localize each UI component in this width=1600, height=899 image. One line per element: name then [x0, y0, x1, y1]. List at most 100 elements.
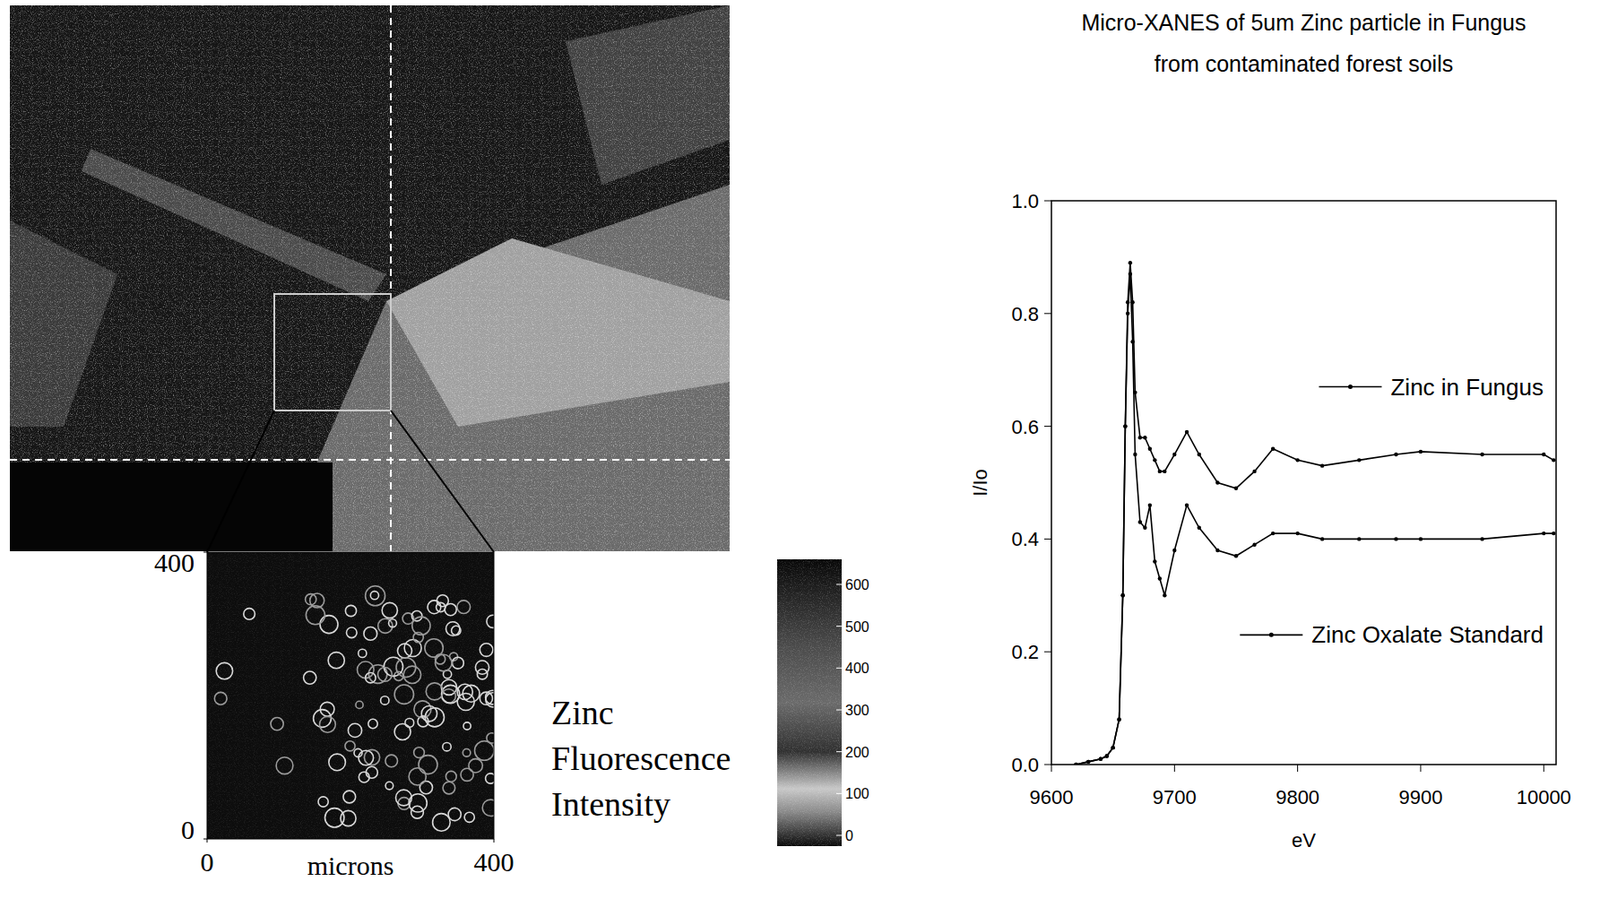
- x-axis-title: microns: [307, 850, 395, 881]
- y-tick-label: 0.4: [1011, 527, 1039, 551]
- y-tick: [1044, 200, 1052, 202]
- overview-ground: [9, 5, 730, 552]
- y-tick: [1044, 425, 1052, 427]
- series-point: [1295, 531, 1299, 536]
- series-point: [1120, 593, 1125, 597]
- series-point: [1215, 480, 1220, 485]
- colorbar-tick-label: 300: [845, 702, 870, 718]
- series-point: [1128, 260, 1133, 265]
- series-point: [1158, 469, 1162, 474]
- inset-ground: [207, 552, 494, 839]
- inset-image: [207, 552, 494, 839]
- x-tick: [1543, 764, 1545, 772]
- y-tick-label: 0.8: [1011, 302, 1039, 326]
- y-tick: [203, 552, 208, 554]
- chart-subtitle: from contaminated forest soils: [1154, 51, 1453, 77]
- title-line: Fluorescence: [551, 739, 731, 778]
- colorbar-tick: [836, 709, 842, 711]
- series-point: [1130, 339, 1134, 344]
- y-tick-label: 0.0: [1011, 753, 1039, 777]
- series-point: [1120, 593, 1125, 597]
- colorbar-title: Zinc Fluorescence Intensity: [551, 693, 731, 823]
- title-line: Zinc: [551, 693, 615, 732]
- colorbar-grain: [777, 559, 842, 847]
- series-point: [1252, 469, 1256, 474]
- colorbar-tick-label: 100: [845, 786, 870, 802]
- series-point: [1110, 745, 1115, 750]
- y-tick-label: 0.2: [1011, 640, 1039, 664]
- series-point: [1418, 449, 1423, 454]
- legend: Zinc in FungusZinc Oxalate Standard: [1239, 373, 1544, 649]
- colorbar-tick: [836, 584, 842, 586]
- y-tick: [203, 838, 208, 840]
- series-point: [1142, 526, 1147, 530]
- series-point: [1271, 531, 1275, 536]
- colorbar-tick: [836, 751, 842, 753]
- colorbar-tick-label: 500: [845, 619, 870, 635]
- series-point: [1105, 753, 1109, 758]
- title-line: Intensity: [551, 785, 671, 823]
- series-point: [1123, 423, 1127, 428]
- y-tick: [1044, 312, 1052, 314]
- legend-marker: [1348, 384, 1353, 390]
- x-tick: [493, 838, 495, 843]
- series-point: [1172, 452, 1177, 457]
- series-point: [1393, 452, 1398, 457]
- series-line: [1075, 262, 1554, 765]
- series-point: [1479, 452, 1484, 457]
- legend-label: Zinc Oxalate Standard: [1311, 621, 1544, 649]
- series-point: [1152, 559, 1157, 563]
- series-point: [1125, 311, 1130, 316]
- series-point: [1128, 272, 1133, 277]
- series-point: [1152, 458, 1157, 462]
- page: 04000400microns0100200300400500600ZincFl…: [0, 0, 1600, 899]
- series-point: [1551, 458, 1556, 462]
- colorbar-tick-label: 200: [845, 744, 870, 761]
- series-point: [1295, 458, 1299, 462]
- plot-marks: [1073, 260, 1556, 765]
- x-tick: [1051, 764, 1053, 772]
- x-tick-label: 9800: [1275, 786, 1320, 809]
- x-axis-title: eV: [1291, 829, 1316, 852]
- colorbar-tick: [836, 667, 842, 669]
- series-line: [1075, 274, 1554, 765]
- colorbar-tick-label: 400: [845, 660, 870, 676]
- series-point: [1073, 762, 1078, 765]
- series-point: [1541, 452, 1546, 457]
- colorbar-tick: [836, 625, 842, 627]
- y-tick-label: 400: [154, 547, 195, 578]
- legend-marker: [1269, 632, 1274, 638]
- series-point: [1116, 717, 1121, 721]
- series-point: [1162, 593, 1167, 597]
- series-point: [1132, 452, 1137, 457]
- series-point: [1162, 469, 1167, 474]
- series-point: [1271, 447, 1275, 451]
- colorbar-tick: [836, 835, 842, 837]
- plot-frame: [1051, 200, 1557, 765]
- series-point: [1116, 717, 1121, 721]
- colorbar-tick-label: 600: [845, 577, 870, 593]
- series-point: [1197, 526, 1202, 530]
- series-point: [1252, 542, 1256, 546]
- series-point: [1184, 430, 1189, 434]
- x-tick: [1419, 764, 1421, 772]
- x-tick-label: 9600: [1029, 786, 1074, 809]
- zoom-box: [274, 294, 391, 411]
- series-point: [1479, 536, 1484, 541]
- series-point: [1138, 519, 1142, 524]
- colorbar-tick: [836, 793, 842, 795]
- x-tick-label: 9700: [1152, 786, 1197, 809]
- series-point: [1234, 553, 1238, 558]
- xanes-chart: Micro-XANES of 5um Zinc particle in Fung…: [968, 9, 1572, 852]
- series-point: [1158, 576, 1162, 580]
- x-tick: [1297, 764, 1298, 772]
- x-tick-label: 400: [474, 847, 515, 877]
- inset-frame: [207, 552, 494, 839]
- y-tick: [1044, 764, 1052, 766]
- fluorescence-panel: 04000400microns0100200300400500600ZincFl…: [9, 5, 870, 881]
- series-point: [1098, 757, 1103, 762]
- series-point: [1098, 757, 1103, 762]
- x-tick-label: 0: [200, 847, 215, 877]
- series-point: [1123, 423, 1127, 428]
- series-point: [1197, 452, 1202, 457]
